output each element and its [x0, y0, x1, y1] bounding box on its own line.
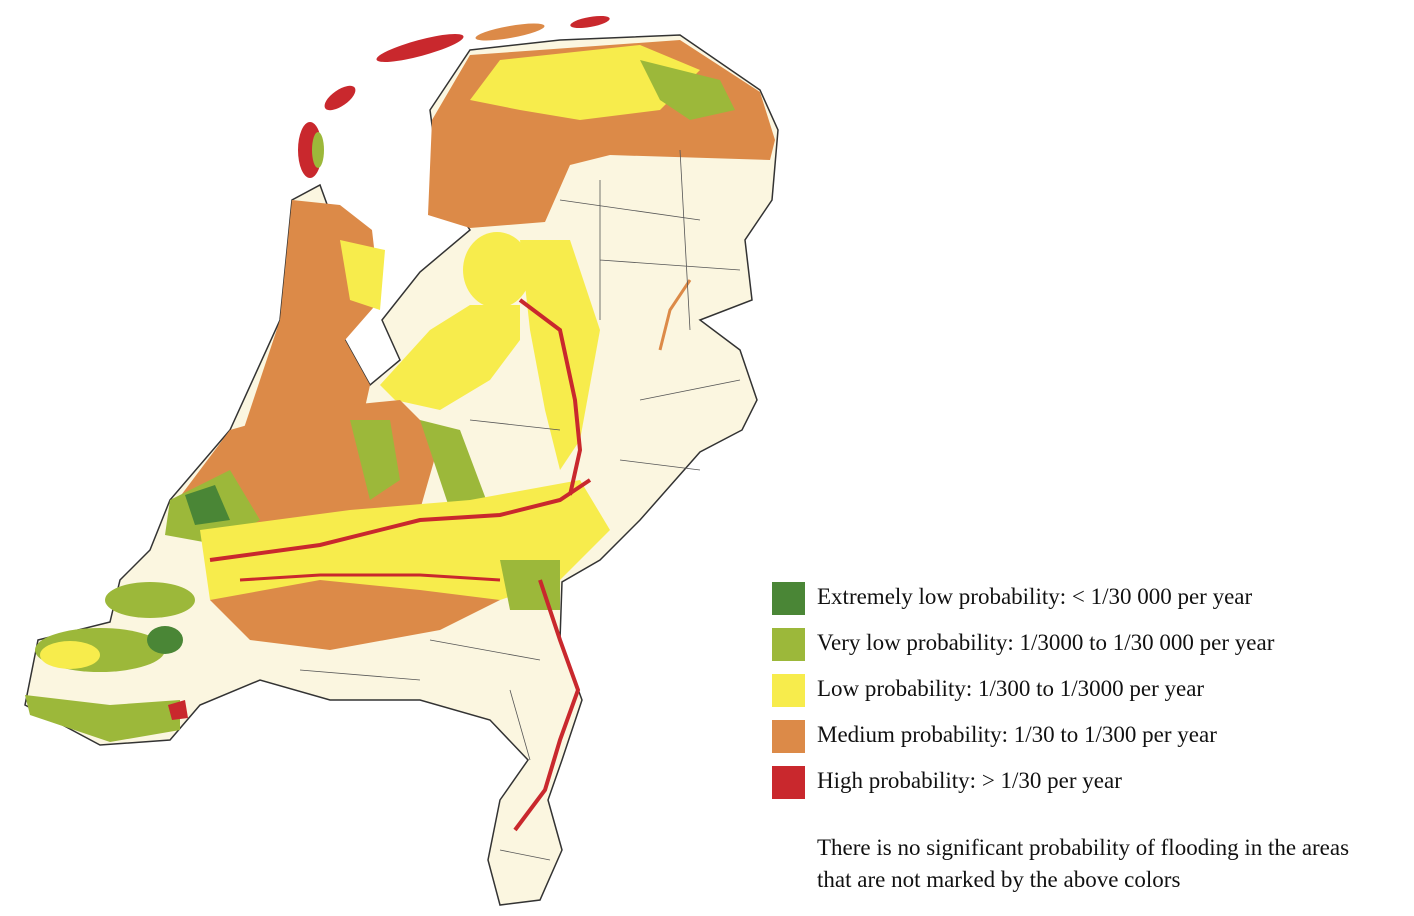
legend-label: Medium probability: 1/30 to 1/300 per ye…: [817, 722, 1217, 747]
legend-label: Very low probability: 1/3000 to 1/30 000…: [817, 630, 1275, 655]
flood-map: [24, 15, 779, 906]
region: [210, 580, 500, 650]
river: [513, 579, 581, 832]
river: [518, 298, 583, 496]
legend-swatch: [772, 628, 805, 661]
legend-label: High probability: > 1/30 per year: [817, 768, 1122, 793]
borders: [299, 149, 741, 861]
region: [350, 420, 400, 500]
region: [25, 695, 180, 742]
legend-swatch: [772, 766, 805, 799]
legend-label: Extremely low probability: < 1/30 000 pe…: [817, 584, 1253, 609]
region: [475, 23, 545, 41]
region: [312, 132, 324, 168]
region: [340, 240, 385, 310]
region: [420, 420, 490, 510]
legend-swatch: [772, 720, 805, 753]
legend-swatch: [772, 674, 805, 707]
legend-swatch: [772, 582, 805, 615]
region: [185, 485, 230, 525]
river: [658, 279, 692, 351]
region: [570, 15, 610, 29]
region: [640, 60, 735, 120]
region: [147, 626, 183, 654]
legend-note: There is no significant probability of f…: [817, 835, 1350, 892]
region: [380, 305, 520, 410]
region: [324, 85, 356, 111]
river: [209, 478, 592, 562]
region: [463, 232, 531, 308]
river: [239, 573, 501, 582]
legend-label: Low probability: 1/300 to 1/3000 per yea…: [817, 676, 1205, 701]
region: [105, 582, 195, 618]
region: [376, 34, 464, 62]
region: [520, 240, 600, 470]
region: [168, 700, 188, 720]
region: [40, 641, 100, 669]
region: [500, 560, 560, 610]
